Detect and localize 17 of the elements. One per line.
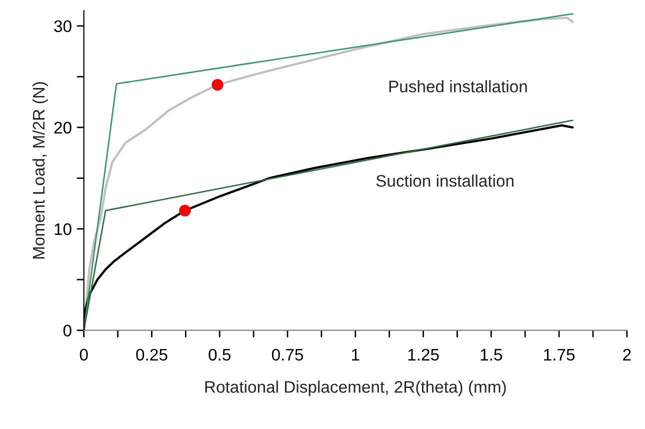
- annotation: Suction installation: [376, 174, 514, 187]
- y-tick-label: 10: [54, 223, 72, 236]
- y-tick-label: 30: [54, 20, 72, 32]
- x-tick-label: 1.25: [408, 348, 439, 361]
- y-axis-title: Moment Load, M/2R (N): [32, 82, 48, 259]
- x-tick-label: 0.5: [208, 348, 231, 361]
- y-tick-label: 0: [63, 324, 72, 337]
- x-axis-title: Rotational Displacement, 2R(theta) (mm): [205, 380, 506, 396]
- x-tick-label: 1: [352, 349, 360, 360]
- annotation: Pushed installation: [389, 80, 527, 92]
- x-tick-label: 0.25: [136, 348, 168, 361]
- x-tick-label: 1.75: [544, 349, 575, 361]
- x-tick-label: 2: [623, 348, 631, 360]
- x-tick-label: 1.5: [480, 349, 502, 361]
- y-tick-label: 20: [54, 122, 72, 134]
- x-tick-label: 0.75: [272, 348, 304, 361]
- x-tick-label: 0: [80, 348, 88, 361]
